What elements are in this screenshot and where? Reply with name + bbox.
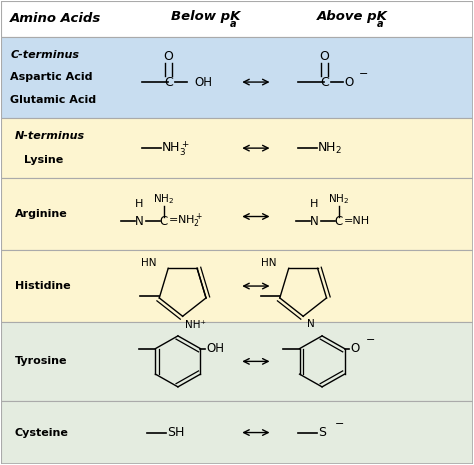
Text: NH$_3^+$: NH$_3^+$ — [161, 139, 190, 158]
Text: =NH$_2^+$: =NH$_2^+$ — [168, 212, 203, 230]
Text: H: H — [135, 199, 143, 208]
Text: OH: OH — [194, 75, 212, 88]
Text: Lysine: Lysine — [24, 155, 64, 165]
Text: Below pK: Below pK — [171, 10, 240, 23]
Text: C: C — [160, 215, 168, 228]
Text: O: O — [319, 50, 329, 63]
Text: Aspartic Acid: Aspartic Acid — [10, 73, 92, 82]
Bar — [0, 401, 474, 465]
Text: SH: SH — [167, 426, 184, 439]
Text: OH: OH — [206, 342, 224, 355]
Text: N: N — [135, 215, 144, 228]
Bar — [0, 322, 474, 401]
Text: N-terminus: N-terminus — [15, 131, 85, 141]
Bar — [0, 118, 474, 178]
Text: H: H — [310, 199, 318, 208]
Bar — [0, 0, 474, 37]
Text: HN: HN — [141, 258, 156, 268]
Text: NH$_2$: NH$_2$ — [153, 192, 174, 206]
Text: a: a — [376, 20, 383, 29]
Text: O: O — [345, 75, 354, 88]
Text: HN: HN — [261, 258, 277, 268]
Text: O: O — [351, 342, 360, 355]
Text: NH$_2$: NH$_2$ — [318, 140, 342, 156]
Bar — [0, 37, 474, 118]
Text: Tyrosine: Tyrosine — [15, 356, 67, 366]
Text: O: O — [164, 50, 173, 63]
Text: C: C — [164, 75, 173, 88]
Text: Arginine: Arginine — [15, 209, 68, 219]
Text: N: N — [307, 319, 315, 329]
Text: Histidine: Histidine — [15, 281, 71, 291]
Text: −: − — [366, 335, 375, 345]
Text: C-terminus: C-terminus — [10, 50, 79, 60]
Bar — [0, 178, 474, 250]
Text: N: N — [310, 215, 319, 228]
Text: C: C — [335, 215, 343, 228]
Text: Glutamic Acid: Glutamic Acid — [10, 95, 96, 105]
Text: =NH: =NH — [343, 216, 369, 226]
Text: −: − — [335, 419, 344, 429]
Text: C: C — [320, 75, 329, 88]
Text: NH⁺: NH⁺ — [185, 320, 206, 330]
Text: S: S — [318, 426, 326, 439]
Text: Cysteine: Cysteine — [15, 427, 69, 438]
Text: Amino Acids: Amino Acids — [10, 12, 101, 25]
Text: NH$_2$: NH$_2$ — [328, 192, 349, 206]
Text: a: a — [230, 20, 237, 29]
Text: −: − — [359, 69, 368, 79]
Bar — [0, 250, 474, 322]
Text: Above pK: Above pK — [318, 10, 388, 23]
